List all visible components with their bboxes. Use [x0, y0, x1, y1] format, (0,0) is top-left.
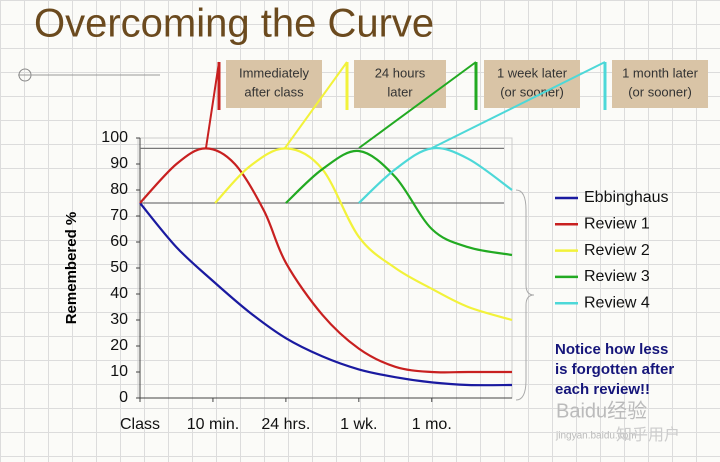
series-line — [285, 149, 513, 257]
callout-text: (or sooner) — [628, 84, 692, 99]
y-tick-label: 10 — [110, 363, 128, 380]
callout-box — [226, 60, 322, 108]
callout-text: after class — [244, 84, 304, 99]
connector — [431, 61, 606, 149]
callout-text: (or sooner) — [500, 84, 564, 99]
series-line — [214, 147, 513, 322]
y-tick-label: 50 — [110, 259, 128, 276]
watermark: Baidu经验 — [556, 399, 647, 422]
y-tick-label: 20 — [110, 337, 128, 354]
y-axis-label: Remembered % — [63, 212, 80, 325]
x-tick-label: Class — [120, 416, 160, 433]
y-tick-label: 30 — [110, 311, 128, 328]
connector — [358, 61, 477, 149]
note: each review!! — [555, 381, 650, 398]
callout-text: later — [387, 84, 413, 99]
y-tick-label: 100 — [101, 129, 128, 146]
legend-label: Ebbinghaus — [584, 189, 669, 206]
plot-frame — [137, 137, 513, 399]
series-line — [139, 147, 512, 374]
brace — [515, 189, 535, 401]
y-tick-label: 40 — [110, 285, 128, 302]
callout-text: 1 month later — [622, 65, 699, 80]
legend-label: Review 2 — [584, 242, 650, 259]
callout-text: Immediately — [239, 65, 310, 80]
note: is forgotten after — [555, 361, 674, 378]
callout-text: 1 week later — [497, 65, 568, 80]
watermark: jingyan.baidu.com — [555, 431, 637, 442]
callout-text: 24 hours — [375, 65, 426, 80]
y-tick-label: 60 — [110, 233, 128, 250]
connector — [284, 61, 348, 149]
x-tick-label: 1 mo. — [412, 416, 452, 433]
legend-label: Review 1 — [584, 216, 650, 233]
callout-box — [354, 60, 446, 108]
x-tick-label: 10 min. — [187, 416, 239, 433]
y-tick-label: 80 — [110, 181, 128, 198]
chart-title: Overcoming the Curve — [34, 2, 434, 46]
series-line — [139, 202, 513, 387]
connector — [205, 61, 220, 149]
y-tick-label: 0 — [119, 389, 128, 406]
callout-box — [484, 60, 580, 108]
x-tick-label: 1 wk. — [340, 416, 377, 433]
legend-label: Review 3 — [584, 268, 650, 285]
callout-box — [612, 60, 708, 108]
legend-label: Review 4 — [584, 294, 650, 311]
callout-connectors — [205, 61, 607, 149]
y-tick-label: 70 — [110, 207, 128, 224]
watermark: 知乎用户 — [616, 426, 680, 444]
note: Notice how less — [555, 341, 668, 358]
y-tick-label: 90 — [110, 155, 128, 172]
series-line — [358, 146, 513, 204]
x-tick-label: 24 hrs. — [261, 416, 310, 433]
